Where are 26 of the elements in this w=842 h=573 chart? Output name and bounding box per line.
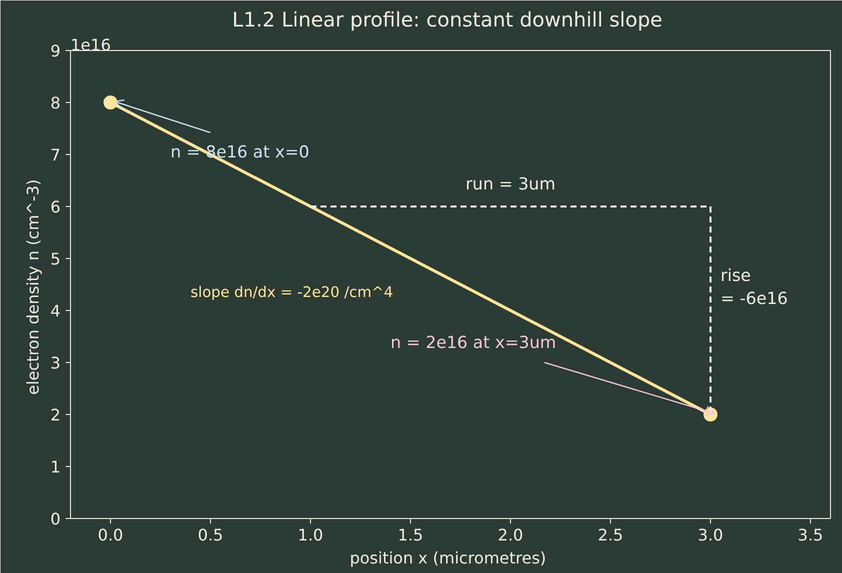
x-tick-label: 3.0 bbox=[698, 526, 724, 544]
chart-title: L1.2 Linear profile: constant downhill slope bbox=[232, 8, 662, 32]
y-tick-label: 3 bbox=[50, 354, 61, 372]
y-axis-title: electron density n (cm^-3) bbox=[23, 179, 42, 395]
annotation: run = 3um bbox=[466, 174, 556, 194]
y-tick-label: 9 bbox=[50, 42, 61, 60]
x-tick-label: 2.0 bbox=[498, 526, 524, 544]
annotation: slope dn/dx = -2e20 /cm^4 bbox=[190, 284, 394, 301]
x-tick-label: 0.0 bbox=[98, 526, 124, 544]
y-tick-label: 4 bbox=[50, 302, 61, 320]
x-axis-title: position x (micrometres) bbox=[350, 548, 546, 568]
x-tick-label: 2.5 bbox=[598, 526, 624, 544]
x-tick-label: 1.5 bbox=[398, 526, 424, 544]
y-tick-label: 8 bbox=[50, 94, 61, 112]
x-tick-label: 3.5 bbox=[798, 526, 824, 544]
x-tick-label: 1.0 bbox=[298, 526, 324, 544]
annotation: n = 2e16 at x=3um bbox=[390, 333, 556, 352]
annotation: n = 8e16 at x=0 bbox=[170, 142, 310, 162]
y-tick-label: 5 bbox=[50, 250, 61, 268]
y-tick-label: 1 bbox=[50, 458, 61, 476]
y-tick-label: 0 bbox=[50, 510, 61, 528]
y-tick-label: 2 bbox=[50, 406, 61, 424]
y-tick-label: 6 bbox=[50, 198, 61, 216]
annotation: rise = -6e16 bbox=[720, 266, 788, 308]
x-tick-label: 0.5 bbox=[198, 526, 224, 544]
y-tick-label: 7 bbox=[50, 146, 61, 164]
